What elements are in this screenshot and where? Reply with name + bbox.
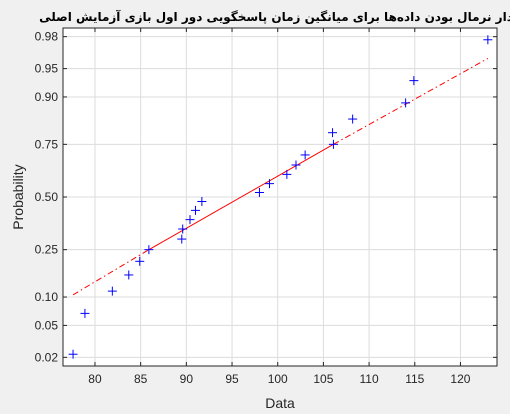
- y-tick-label: 0.90: [35, 90, 59, 104]
- y-tick-label: 0.05: [35, 318, 59, 332]
- x-tick-label: 110: [360, 372, 379, 386]
- y-tick-label: 0.10: [35, 290, 59, 304]
- y-tick-label: 0.02: [35, 350, 59, 364]
- y-tick-label: 0.95: [35, 62, 59, 76]
- y-tick-label: 0.50: [35, 190, 59, 204]
- x-axis-label: Data: [265, 395, 295, 411]
- y-tick-label: 0.98: [35, 30, 59, 44]
- x-tick-label: 95: [225, 372, 239, 386]
- x-tick-label: 80: [88, 372, 102, 386]
- y-tick-labels: 0.02 0.05 0.10 0.25 0.50 0.75 0.90 0.95 0.98: [35, 30, 59, 365]
- x-tick-label: 85: [134, 372, 148, 386]
- y-axis-label: Probability: [10, 164, 26, 229]
- y-tick-label: 0.75: [35, 137, 59, 151]
- x-tick-label: 115: [405, 372, 424, 386]
- x-tick-label: 105: [313, 372, 333, 386]
- x-tick-labels: 80 85 90 95 100 105 110 115 120: [88, 372, 470, 386]
- y-tick-label: 0.25: [35, 243, 59, 257]
- x-tick-label: 90: [180, 372, 194, 386]
- chart-title: نمودار نرمال بودن داده‌ها برای میانگین ز…: [39, 9, 510, 25]
- x-tick-label: 120: [450, 372, 470, 386]
- x-tick-label: 100: [268, 372, 288, 386]
